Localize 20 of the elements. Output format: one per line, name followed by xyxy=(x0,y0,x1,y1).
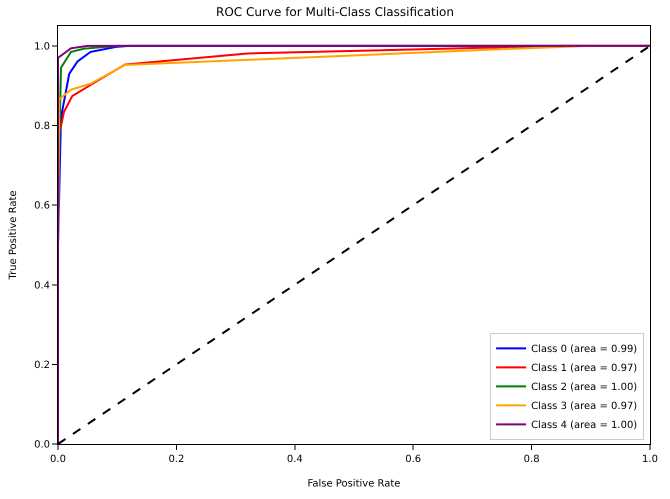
legend-label: Class 0 (area = 0.99) xyxy=(531,344,638,356)
y-tick-label: 0.2 xyxy=(34,360,50,371)
y-tick-label: 0.4 xyxy=(34,280,50,292)
x-tick-label: 0.8 xyxy=(524,454,540,465)
y-tick-label: 0.6 xyxy=(34,200,50,212)
x-axis-title: False Positive Rate xyxy=(308,478,400,490)
x-tick-label: 0.0 xyxy=(50,454,66,465)
y-tick-label: 1.0 xyxy=(34,41,50,52)
y-tick-label: 0.0 xyxy=(34,440,50,450)
x-tick-label: 0.4 xyxy=(286,454,303,465)
x-tick-label: 0.6 xyxy=(405,454,422,465)
legend-label: Class 4 (area = 1.00) xyxy=(531,420,638,432)
x-tick-label: 0.2 xyxy=(168,454,184,465)
legend-label: Class 3 (area = 0.97) xyxy=(531,401,638,412)
x-tick-label: 1.0 xyxy=(642,454,658,465)
y-tick-label: 0.8 xyxy=(34,121,50,132)
legend-label: Class 1 (area = 0.97) xyxy=(531,363,638,374)
legend-label: Class 2 (area = 1.00) xyxy=(531,382,638,394)
chart-title: ROC Curve for Multi-Class Classification xyxy=(216,4,454,19)
y-axis-title: True Positive Rate xyxy=(8,190,20,281)
